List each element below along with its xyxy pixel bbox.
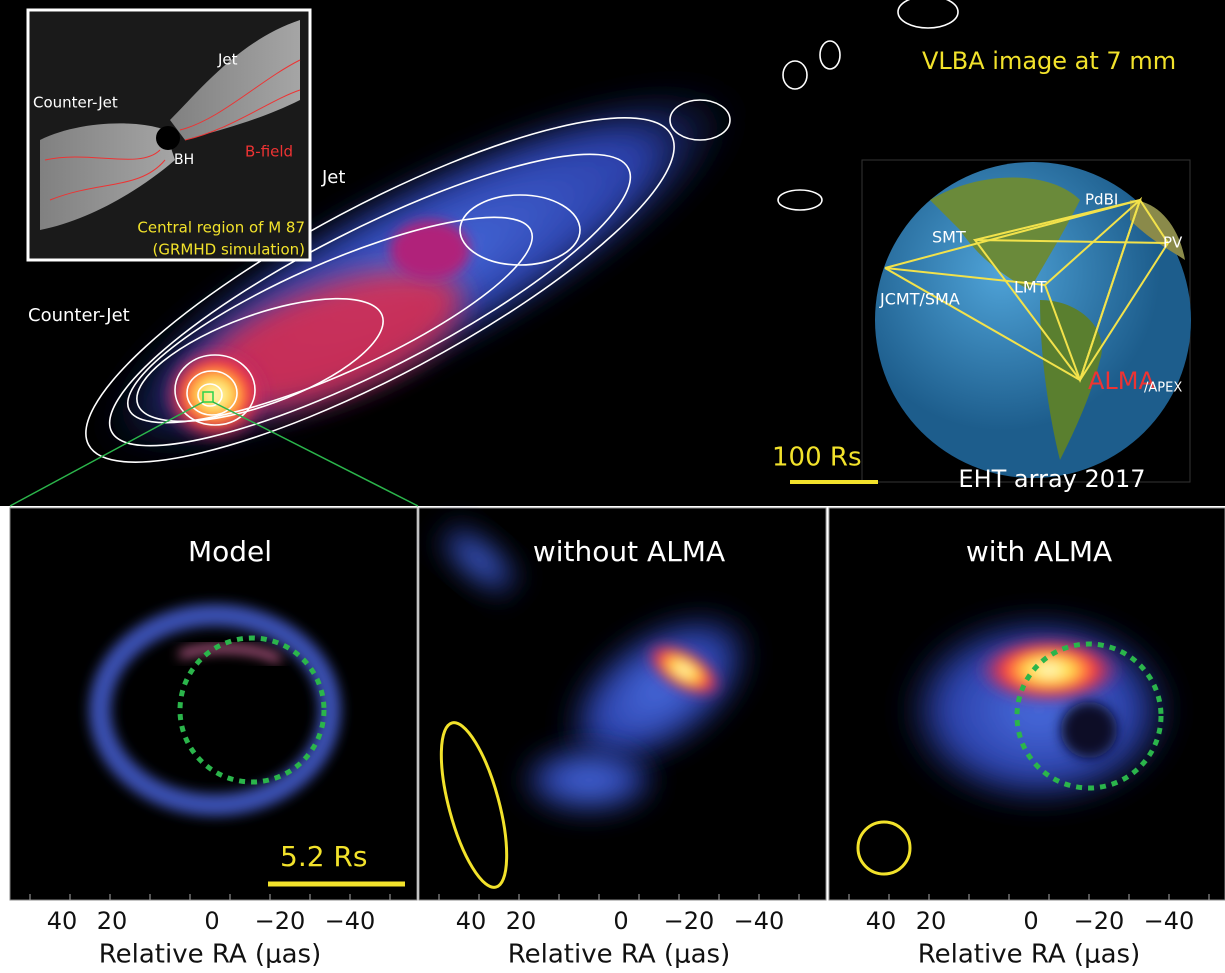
- emission: [519, 745, 659, 815]
- station-label: PV: [1163, 234, 1183, 252]
- x-tick-label: −40: [1144, 907, 1195, 935]
- x-tick-label: −40: [734, 907, 785, 935]
- inset-caption: Central region of M 87: [137, 219, 305, 237]
- scale-label: 5.2 Rs: [280, 840, 367, 873]
- inset-jet: Jet: [217, 51, 238, 69]
- x-axis-label: Relative RA (μas): [508, 940, 731, 970]
- panel-title: VLBA image at 7 mm: [922, 47, 1176, 75]
- station-label: /APEX: [1144, 381, 1182, 396]
- jet-label: Jet: [321, 167, 345, 188]
- shadow: [1061, 702, 1117, 758]
- x-axis-label: Relative RA (μas): [918, 940, 1141, 970]
- station-label: SMT: [932, 228, 966, 247]
- x-tick-label: 0: [613, 907, 628, 935]
- x-tick-label: −20: [1074, 907, 1125, 935]
- x-tick-label: 40: [456, 907, 487, 935]
- globe-title: EHT array 2017: [958, 465, 1145, 493]
- inset-counter-jet: Counter-Jet: [33, 94, 118, 112]
- inset-caption: (GRMHD simulation): [153, 241, 305, 259]
- x-tick-label: 40: [866, 907, 897, 935]
- x-tick-label: 20: [97, 907, 128, 935]
- x-tick-label: −40: [325, 907, 376, 935]
- panel-title: without ALMA: [533, 535, 725, 568]
- figure: VLBA image at 7 mm Jet Counter-Jet 100 R…: [0, 0, 1225, 973]
- panel-title: Model: [188, 535, 272, 568]
- station-label: PdBI: [1085, 191, 1118, 209]
- x-tick-label: −20: [664, 907, 715, 935]
- x-tick-label: 0: [1023, 907, 1038, 935]
- inset-b-field: B-field: [245, 143, 293, 161]
- x-tick-label: 40: [47, 907, 78, 935]
- inset-bh: BH: [174, 152, 194, 168]
- x-tick-label: 0: [204, 907, 219, 935]
- counter-jet-label: Counter-Jet: [28, 305, 130, 326]
- panel-title: with ALMA: [966, 535, 1112, 568]
- x-tick-label: 20: [506, 907, 537, 935]
- scale-label: 100 Rs: [772, 443, 862, 473]
- x-tick-label: −20: [255, 907, 306, 935]
- x-tick-label: 20: [916, 907, 947, 935]
- x-axis-label: Relative RA (μas): [99, 940, 322, 970]
- station-label: LMT: [1014, 278, 1047, 297]
- station-label: JCMT/SMA: [879, 290, 960, 309]
